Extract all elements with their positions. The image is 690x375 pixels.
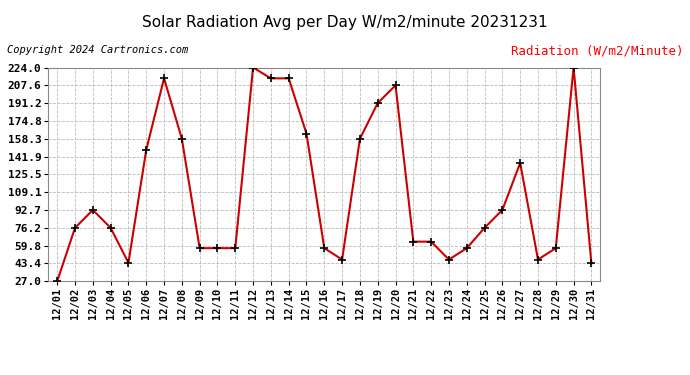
Text: Solar Radiation Avg per Day W/m2/minute 20231231: Solar Radiation Avg per Day W/m2/minute … bbox=[142, 15, 548, 30]
Text: Copyright 2024 Cartronics.com: Copyright 2024 Cartronics.com bbox=[7, 45, 188, 55]
Text: Radiation (W/m2/Minute): Radiation (W/m2/Minute) bbox=[511, 45, 683, 58]
